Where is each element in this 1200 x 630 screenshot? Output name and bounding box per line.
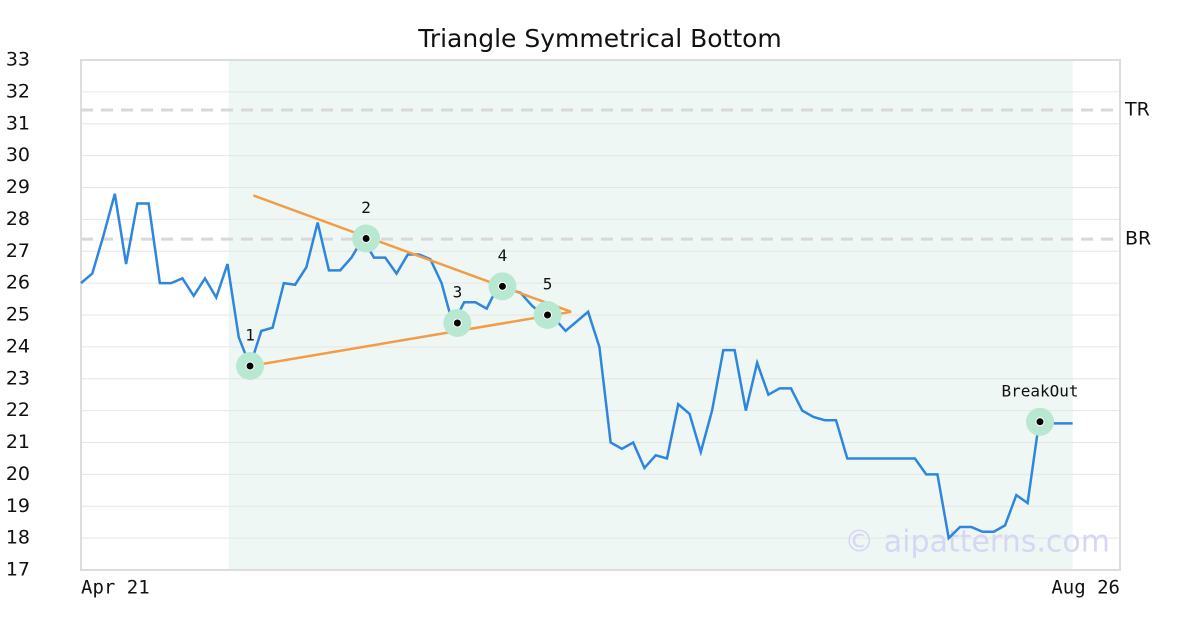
y-tick-label: 25 [6, 304, 30, 326]
point-label: BreakOut [1001, 381, 1078, 400]
y-tick-label: 22 [6, 399, 30, 421]
point-label: 5 [543, 275, 553, 294]
point-label: 2 [361, 198, 371, 217]
level-label: BR [1125, 228, 1151, 250]
point-dot [245, 361, 255, 371]
x-tick-label: Aug 26 [1051, 577, 1120, 599]
trend-line [249, 310, 572, 368]
point-dot [543, 310, 553, 320]
y-tick-label: 28 [6, 208, 30, 230]
y-tick-label: 23 [6, 367, 30, 389]
point-dot [1035, 417, 1045, 427]
y-tick-label: 32 [6, 80, 30, 102]
point-label: 1 [245, 326, 255, 345]
point-label: 4 [498, 246, 508, 265]
point-label: 3 [453, 282, 463, 301]
y-tick-label: 27 [6, 240, 30, 262]
point-dot [452, 318, 462, 328]
y-tick-label: 24 [6, 335, 30, 357]
y-tick-label: 21 [6, 431, 30, 453]
y-tick-label: 17 [6, 559, 30, 581]
y-tick-label: 29 [6, 176, 30, 198]
level-label: TR [1124, 99, 1150, 121]
y-tick-label: 30 [6, 144, 30, 166]
y-tick-label: 26 [6, 272, 30, 294]
trend-line [252, 194, 572, 313]
y-tick-label: 18 [6, 527, 30, 549]
point-dot [497, 281, 507, 291]
point-dot [361, 234, 371, 243]
y-tick-label: 20 [6, 463, 30, 485]
x-tick-label: Apr 21 [81, 577, 150, 599]
y-tick-label: 31 [6, 112, 30, 134]
y-tick-label: 33 [6, 49, 30, 71]
y-tick-label: 19 [6, 495, 30, 517]
plot-border [80, 59, 1121, 571]
chart-title: Triangle Symmetrical Bottom [417, 24, 782, 53]
